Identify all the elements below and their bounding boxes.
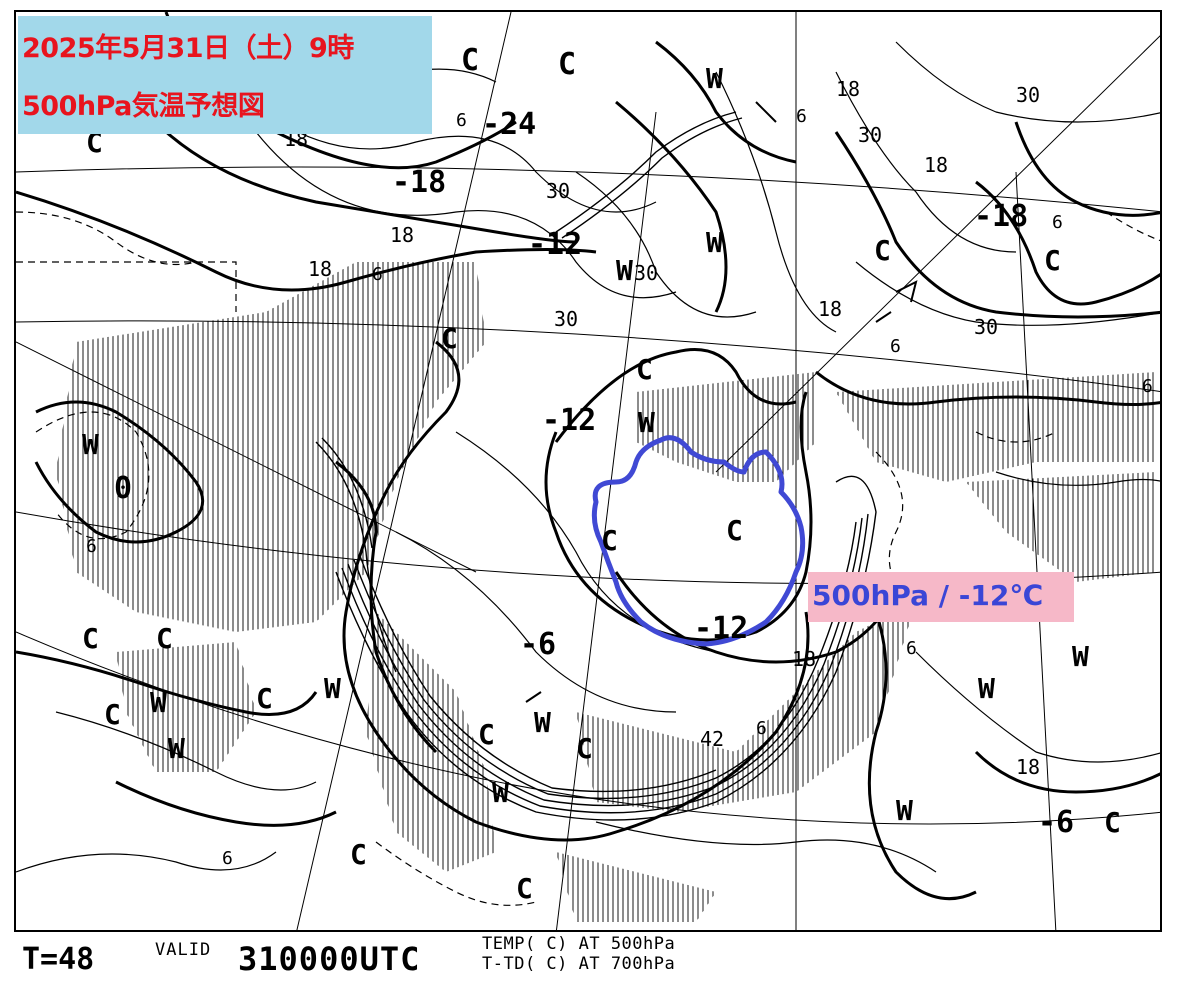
cold-marker: C — [104, 698, 121, 731]
warm-marker: W — [638, 406, 655, 439]
cold-marker: C — [726, 514, 743, 547]
cold-marker: C — [350, 838, 367, 871]
cold-marker: C — [441, 322, 458, 355]
cold-marker: C — [156, 622, 173, 655]
isotherm-label: -6 — [520, 627, 556, 662]
dewpoint-label: 6 — [372, 264, 383, 285]
isotherm-labels: -24 -18 -12 -12 -12 -6 -6 0 -18 — [114, 107, 1074, 840]
isotherm-label: -12 — [542, 403, 596, 438]
dewpoint-label: 18 — [308, 257, 332, 281]
small-marks — [525, 101, 918, 703]
warm-marker: W — [82, 428, 99, 461]
isotherm-label: -18 — [974, 199, 1028, 234]
legend-dewpoint: T-TD( C) AT 700hPa — [482, 954, 676, 974]
frontal-contour-band — [315, 111, 877, 821]
dewpoint-label: 6 — [1052, 212, 1063, 233]
minus12-highlight-contour — [591, 435, 806, 647]
dewpoint-label: 6 — [756, 718, 767, 739]
cold-marker: C — [478, 718, 495, 751]
dewpoint-labels: 18 18 18 18 18 18 18 18 30 30 30 30 30 3… — [86, 77, 1153, 869]
map-title-date: 2025年5月31日（土）9時 — [22, 33, 354, 64]
isotherm-label: -24 — [482, 107, 536, 142]
warm-marker: W — [706, 62, 723, 95]
valid-label: VALID — [155, 940, 212, 960]
warm-marker: W — [492, 776, 509, 809]
warm-marker: W — [616, 254, 633, 287]
legend-temp: TEMP( C) AT 500hPa — [482, 934, 676, 954]
dewpoint-label: 18 — [792, 647, 816, 671]
dewpoint-label: 6 — [796, 106, 807, 127]
map-title-box: 2025年5月31日（土）9時 500hPa気温予想図 — [18, 16, 432, 134]
dewpoint-label: 30 — [546, 179, 570, 203]
dewpoint-label: 6 — [456, 110, 467, 131]
warm-marker: W — [534, 706, 551, 739]
dewpoint-label: 18 — [390, 223, 414, 247]
pressure-markers: C C C C C C C C C C C C C C C C C C C W … — [82, 29, 1121, 905]
isotherm-annotation: 500hPa / -12℃ — [812, 579, 1044, 612]
warm-marker: W — [978, 672, 995, 705]
isotherm-label: -12 — [528, 227, 582, 262]
isotherm-label: 0 — [114, 471, 132, 506]
cold-marker: C — [558, 47, 576, 82]
dewpoint-label: 6 — [906, 638, 917, 659]
valid-time: 310000UTC — [238, 940, 421, 978]
cold-marker: C — [516, 872, 533, 905]
isotherm-label: -6 — [1038, 805, 1074, 840]
forecast-time: T=48 — [22, 942, 95, 977]
warm-marker: W — [706, 226, 723, 259]
dashed-contours — [16, 211, 1160, 906]
cold-marker: C — [461, 43, 479, 78]
cold-marker: C — [576, 732, 593, 765]
dewpoint-label: 30 — [974, 315, 998, 339]
warm-marker: W — [168, 732, 185, 765]
dewpoint-label: 18 — [924, 153, 948, 177]
dewpoint-label: 30 — [554, 307, 578, 331]
map-title-subject: 500hPa気温予想図 — [22, 91, 265, 122]
dewpoint-label: 6 — [890, 336, 901, 357]
dewpoint-label: 18 — [818, 297, 842, 321]
dewpoint-label: 18 — [836, 77, 860, 101]
dewpoint-label: 6 — [86, 536, 97, 557]
warm-marker: W — [324, 672, 341, 705]
dewpoint-label: 18 — [1016, 755, 1040, 779]
cold-marker: C — [874, 234, 891, 267]
cold-marker: C — [636, 353, 653, 386]
isotherm-label: -12 — [694, 611, 748, 646]
warm-marker: W — [150, 686, 167, 719]
weather-map: C C C C C C C C C C C C C C C C C C C W … — [14, 10, 1162, 932]
cold-marker: C — [1104, 806, 1121, 839]
dewpoint-label: 6 — [222, 848, 233, 869]
map-footer: T=48 VALID 310000UTC TEMP( C) AT 500hPa … — [0, 932, 1179, 985]
isotherm-label: -18 — [392, 165, 446, 200]
moist-area-hatching — [56, 262, 1156, 922]
cold-marker: C — [1044, 244, 1061, 277]
warm-marker: W — [1072, 640, 1089, 673]
map-canvas: C C C C C C C C C C C C C C C C C C C W … — [16, 12, 1160, 930]
cold-marker: C — [86, 126, 103, 159]
dewpoint-label: 30 — [1016, 83, 1040, 107]
cold-marker: C — [256, 682, 273, 715]
dewpoint-label: 6 — [1142, 376, 1153, 397]
dewpoint-label: 42 — [700, 727, 724, 751]
dewpoint-label: 30 — [634, 261, 658, 285]
isotherm-annotation-box: 500hPa / -12℃ — [808, 572, 1074, 622]
cold-marker: C — [601, 524, 618, 557]
cold-marker: C — [82, 622, 99, 655]
warm-marker: W — [896, 794, 913, 827]
dewpoint-label: 30 — [858, 123, 882, 147]
